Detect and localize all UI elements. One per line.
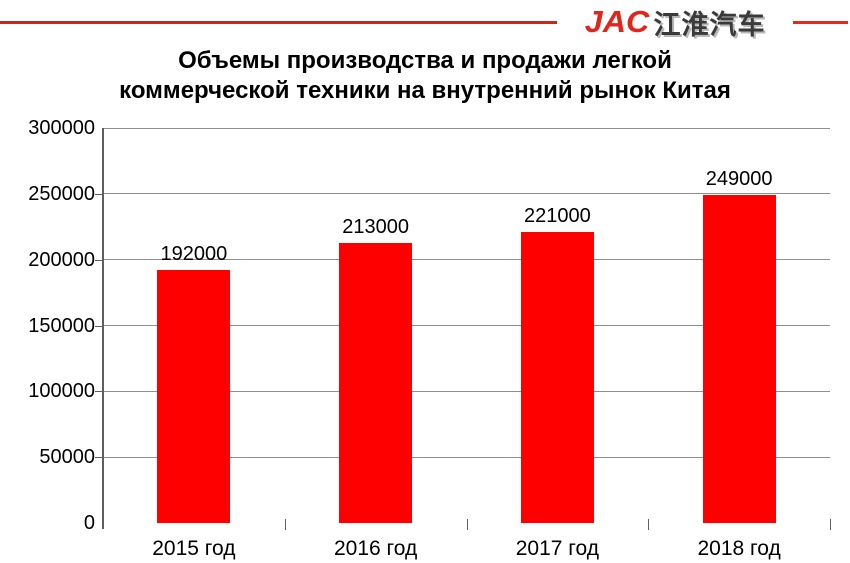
gridline	[103, 325, 830, 326]
bar-2017	[520, 232, 594, 523]
gridline	[103, 390, 830, 392]
y-axis-tick	[95, 457, 102, 459]
slide-title-line1: Объемы производства и продажи легкой	[178, 47, 672, 74]
y-axis-tick	[95, 325, 102, 327]
x-axis-tick	[284, 519, 286, 530]
header-red-rule-left	[0, 21, 557, 24]
slide-title: Объемы производства и продажи легкой ком…	[0, 46, 850, 106]
y-axis-tick	[95, 193, 102, 195]
bar-value-label: 192000	[160, 243, 228, 266]
gridline	[103, 259, 830, 261]
bar-value-label: 221000	[524, 205, 591, 228]
jac-logo: JAC 江淮汽车	[558, 4, 794, 40]
gridline	[103, 193, 830, 195]
y-axis-tick-label: 150000	[28, 314, 95, 337]
y-axis-tick-label: 0	[83, 512, 95, 534]
y-axis-tick	[95, 391, 102, 393]
bar-value-label: 213000	[342, 215, 409, 238]
gridline	[103, 127, 830, 129]
bar-2015	[157, 270, 231, 523]
x-axis-tick	[830, 519, 831, 530]
y-axis-tick	[95, 259, 102, 261]
jac-logo-latin-text: JAC	[585, 4, 650, 39]
y-axis-tick-label: 250000	[28, 182, 95, 205]
y-axis-line	[102, 128, 104, 529]
bar-value-label: 249000	[705, 168, 773, 191]
header-red-rule-right	[793, 21, 848, 24]
slide-title-line2: коммерческой техники на внутренний рынок…	[119, 77, 731, 104]
y-axis-tick-label: 50000	[39, 446, 95, 469]
y-axis-tick-label: 100000	[28, 380, 95, 403]
x-axis-category-label: 2015 год	[152, 537, 236, 560]
x-axis-category-label: 2018 год	[697, 537, 781, 560]
y-axis-tick-label: 200000	[28, 248, 95, 271]
x-axis-category-label: 2017 год	[515, 537, 599, 560]
x-axis-category-label: 2016 год	[334, 537, 418, 560]
y-axis-tick-label: 300000	[28, 117, 95, 139]
gridline	[103, 456, 830, 458]
jac-logo-chinese-text: 江淮汽车	[653, 9, 766, 40]
bar-2016	[339, 242, 413, 523]
bar-2018	[702, 195, 776, 523]
x-axis-tick	[648, 519, 650, 530]
x-axis-tick	[466, 519, 468, 530]
